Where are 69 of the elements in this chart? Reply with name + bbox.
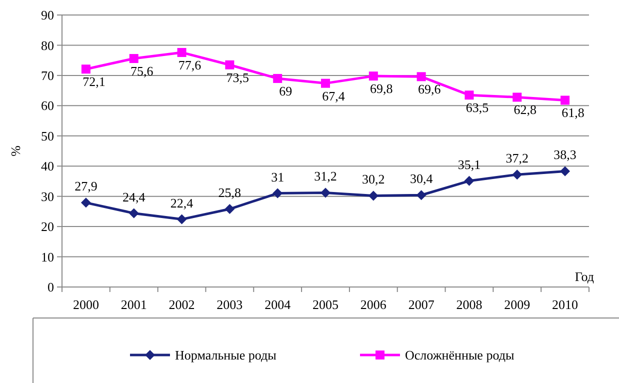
y-tick-label: 30 (41, 188, 54, 204)
point (320, 188, 330, 198)
data-label: 38,3 (554, 147, 576, 162)
data-label: 63,5 (466, 100, 489, 116)
legend-label: Осложнённые роды (405, 348, 514, 363)
data-label: 61,8 (562, 105, 584, 120)
y-tick-label: 60 (41, 98, 54, 114)
x-tick-label: 2007 (408, 297, 435, 312)
data-label: 77,6 (178, 57, 202, 72)
point (177, 48, 186, 57)
point (321, 78, 330, 88)
data-label: 25,8 (218, 185, 242, 200)
point (416, 190, 426, 200)
data-label: 69,6 (418, 82, 442, 97)
point (273, 74, 282, 83)
x-tick-label: 2008 (456, 297, 482, 312)
point (512, 170, 522, 180)
data-label: 75,6 (130, 64, 154, 79)
data-label: 69 (279, 83, 292, 98)
data-label: 27,9 (74, 178, 98, 194)
point (368, 72, 378, 81)
point (81, 64, 90, 74)
x-tick-label: 2010 (552, 297, 578, 312)
data-label: 30,2 (362, 172, 385, 187)
point (272, 188, 283, 198)
data-label: 72,1 (82, 74, 106, 90)
y-tick-label: 50 (41, 128, 54, 144)
y-tick-label: 10 (41, 249, 54, 264)
y-axis-title: % (8, 145, 23, 156)
x-tick-label: 2000 (72, 297, 99, 312)
x-tick-label: 2005 (312, 297, 338, 312)
point (80, 198, 91, 208)
point (225, 60, 234, 70)
point (512, 92, 522, 102)
data-label: 22,4 (170, 195, 194, 210)
y-tick-label: 80 (41, 38, 54, 53)
data-label: 35,1 (458, 156, 481, 172)
x-tick-label: 2009 (504, 297, 530, 312)
x-tick-label: 2004 (264, 297, 292, 312)
data-label: 37,2 (506, 150, 529, 166)
data-label: 30,4 (410, 171, 434, 186)
point (464, 176, 474, 186)
point (224, 204, 235, 214)
point (129, 54, 138, 64)
point (464, 90, 474, 100)
data-label: 31,2 (314, 168, 337, 184)
y-tick-label: 70 (41, 68, 54, 83)
point (368, 190, 378, 201)
x-tick-label: 2002 (168, 297, 195, 312)
data-label: 73,5 (226, 70, 250, 85)
point (416, 72, 426, 82)
data-label: 69,8 (370, 81, 393, 96)
data-label: 24,4 (122, 189, 146, 204)
point (176, 214, 187, 224)
data-label: 62,8 (514, 102, 537, 118)
legend-label: Нормальные роды (175, 348, 277, 363)
data-label: 31 (271, 169, 284, 184)
y-tick-label: 40 (41, 158, 54, 174)
x-axis-title: Год (574, 269, 594, 284)
x-tick-label: 2003 (216, 297, 243, 312)
x-tick-label: 2006 (360, 297, 387, 312)
point (128, 208, 139, 218)
point (560, 96, 570, 105)
y-tick-label: 90 (41, 8, 54, 23)
x-tick-label: 2001 (120, 297, 147, 312)
point (560, 166, 570, 176)
y-tick-label: 0 (48, 280, 54, 295)
data-label: 67,4 (322, 88, 346, 104)
y-tick-label: 20 (41, 219, 54, 234)
